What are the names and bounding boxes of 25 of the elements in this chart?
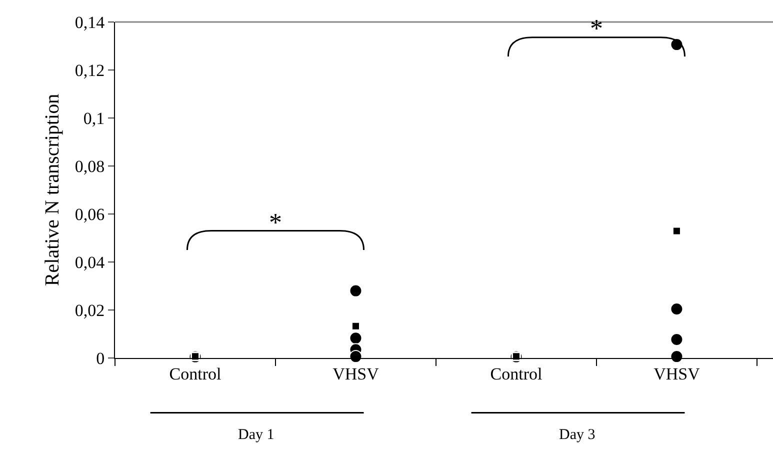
point (350, 321, 360, 331)
point (349, 332, 362, 345)
point (672, 226, 682, 236)
point (349, 350, 362, 364)
point (349, 284, 362, 298)
y-tick-label: 0,04 (74, 252, 106, 272)
annotation: * (269, 208, 282, 237)
x-tick-label: Control (490, 364, 542, 384)
text: Day 3 (559, 427, 596, 443)
y-tick-label: 0,1 (83, 108, 105, 128)
y-tick-label: 0,08 (74, 156, 105, 176)
y-tick-label: 0,14 (74, 12, 106, 32)
text: Day 1 (238, 427, 274, 443)
y-tick-label: 0,02 (74, 300, 105, 320)
y-axis-title: Relative N transcription (41, 94, 64, 286)
x-tick-label: VHSV (332, 364, 380, 384)
point (670, 350, 684, 364)
y-tick-label: 0,06 (74, 204, 105, 224)
x-tick-label: VHSV (654, 364, 701, 384)
point (670, 302, 684, 316)
point (670, 333, 684, 346)
x-tick-label: Control (169, 364, 222, 384)
y-tick-label: 0,12 (74, 60, 105, 80)
annotation: * (590, 14, 603, 43)
y-tick-label: 0 (96, 348, 105, 368)
